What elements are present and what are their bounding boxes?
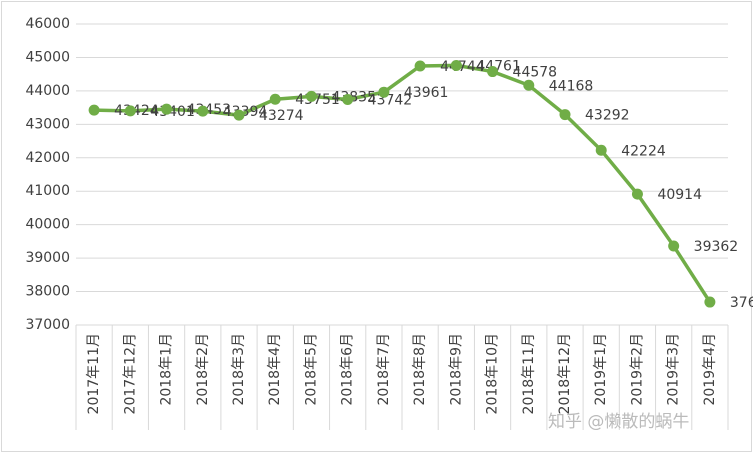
data-label: 43424 [114,103,159,119]
data-label: 43742 [368,93,413,109]
x-tick-label: 2018年7月 [376,333,392,406]
data-label: 43961 [404,85,449,101]
data-label: 44744 [440,59,485,75]
y-tick-label: 39000 [25,250,70,266]
point [668,240,680,252]
y-tick-label: 41000 [25,183,70,199]
x-tick-label: 2018年9月 [448,333,464,406]
point [595,144,607,156]
x-tick-label: 2018年10月 [485,333,501,414]
y-tick-label: 45000 [25,49,70,65]
x-tick-label: 2018年1月 [159,333,175,406]
point [523,79,535,91]
point [631,188,643,200]
x-tick-label: 2018年2月 [195,333,211,406]
y-tick-label: 46000 [25,16,70,32]
x-tick-label: 2017年11月 [86,333,102,414]
point [124,105,136,117]
watermark: 知乎 @懒散的蜗牛 [548,412,689,432]
data-label: 44168 [549,78,594,94]
y-tick-label: 38000 [25,284,70,300]
x-tick-label: 2018年8月 [412,333,428,406]
data-label: 40914 [657,187,702,203]
data-label: 43274 [259,108,304,124]
point [233,109,245,121]
point [88,104,100,116]
x-tick-label: 2018年4月 [267,333,283,406]
point [487,66,499,78]
x-tick-label: 2018年12月 [557,333,573,414]
point [269,93,281,105]
x-tick-label: 2018年3月 [231,333,247,406]
point [305,90,317,102]
x-tick-label: 2018年6月 [340,333,356,406]
data-label: 43292 [585,108,630,124]
point [704,296,716,308]
x-tick-label: 2019年1月 [593,333,609,406]
data-label: 37686 [730,295,753,311]
y-tick-label: 44000 [25,83,70,99]
point [197,105,209,117]
x-tick-label: 2019年4月 [702,333,718,406]
point [161,103,173,115]
point [414,60,426,72]
data-label: 39362 [694,239,739,255]
x-tick-label: 2018年11月 [521,333,537,414]
point [450,59,462,71]
x-tick-label: 2018年5月 [303,333,319,406]
point [559,109,571,121]
y-tick-label: 40000 [25,217,70,233]
y-tick-label: 43000 [25,116,70,132]
point [378,86,390,98]
data-label: 42224 [621,143,666,159]
line [94,63,712,304]
data-label: 44578 [513,65,558,81]
x-tick-label: 2019年2月 [629,333,645,406]
x-tick-label: 2017年12月 [122,333,138,414]
x-tick-label: 2019年3月 [666,333,682,406]
data-label: 43453 [187,102,232,118]
point [342,94,354,106]
y-tick-label: 37000 [25,317,70,333]
y-tick-label: 42000 [25,150,70,166]
